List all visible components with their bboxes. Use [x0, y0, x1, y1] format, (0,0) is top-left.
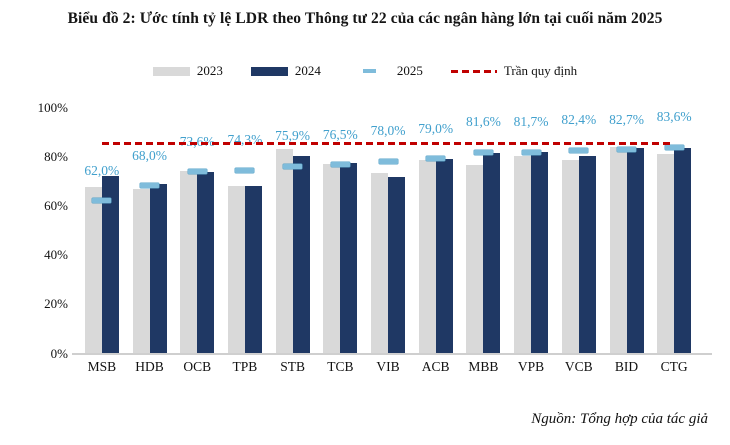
- data-label-2025-acb: 79,0%: [418, 120, 454, 136]
- bar-2023-hdb: [132, 189, 150, 353]
- bar-2024-ocb: [197, 172, 215, 353]
- bar-2024-vcb: [578, 155, 596, 353]
- chart-title: Biểu đồ 2: Ước tính tỷ lệ LDR theo Thông…: [67, 10, 663, 27]
- legend-swatch-2023: [152, 66, 190, 76]
- legend-item-ceiling: Trần quy định: [450, 63, 578, 79]
- bar-2024-mbb: [483, 152, 501, 353]
- marker-2025-vcb: [569, 147, 589, 153]
- marker-2025-stb: [283, 163, 303, 169]
- legend-swatch-2025: [362, 69, 376, 73]
- data-label-2025-vpb: 81,7%: [513, 114, 549, 129]
- bar-2023-stb: [275, 148, 293, 353]
- y-axis-tick-label: 100%: [37, 99, 68, 115]
- bar-2024-ctg: [674, 147, 692, 353]
- marker-2025-msb: [92, 198, 112, 203]
- legend-item-2025: 2025: [349, 63, 423, 79]
- x-axis-label-msb: MSB: [87, 359, 117, 374]
- ceiling-line-85pct: [101, 142, 675, 146]
- marker-2025-vpb: [521, 149, 541, 155]
- bar-2023-msb: [84, 186, 102, 353]
- data-label-2025-bid: 82,7%: [609, 111, 644, 127]
- data-label-2025-msb: 62,0%: [84, 162, 120, 178]
- marker-2025-vib: [378, 158, 398, 164]
- x-axis-label-tcb: TCB: [327, 359, 354, 374]
- bar-2023-mbb: [466, 164, 484, 353]
- bar-2023-tcb: [323, 163, 341, 353]
- x-axis-label-vcb: VCB: [564, 359, 593, 374]
- bar-2023-ctg: [657, 153, 675, 353]
- x-axis-label-acb: ACB: [421, 359, 450, 374]
- legend-label-2025: 2025: [396, 63, 423, 78]
- bar-2023-bid: [609, 147, 627, 353]
- x-axis-label-tpb: TPB: [232, 359, 258, 374]
- data-label-2025-vcb: 82,4%: [561, 112, 597, 128]
- marker-2025-hdb: [140, 183, 159, 189]
- bar-2023-acb: [418, 160, 436, 353]
- bar-2024-vib: [388, 177, 405, 353]
- ldr-bar-chart: 0% 20% 40% 60% 80% 100% 62,0% MSB 68,0% HDB 73,6% O…: [0, 95, 730, 395]
- legend-item-2023: 2023: [152, 63, 223, 79]
- legend-swatch-2024: [250, 66, 288, 76]
- y-axis-tick-label: 0%: [50, 345, 68, 361]
- bar-2024-tpb: [244, 185, 262, 353]
- y-axis-tick-label: 80%: [44, 148, 68, 164]
- bar-2023-vpb: [514, 156, 532, 353]
- x-axis-line: [72, 353, 712, 355]
- data-label-2025-hdb: 68,0%: [132, 147, 167, 163]
- x-axis-label-stb: STB: [280, 359, 306, 374]
- bar-2024-hdb: [149, 184, 167, 353]
- bar-2024-acb: [435, 159, 453, 353]
- bar-2024-stb: [292, 155, 310, 353]
- x-axis-label-bid: BID: [614, 359, 639, 374]
- y-axis-tick-label: 40%: [44, 247, 68, 263]
- marker-2025-ctg: [664, 144, 684, 150]
- bar-2023-vib: [371, 173, 388, 353]
- marker-2025-ocb: [187, 169, 207, 175]
- x-axis-label-hdb: HDB: [135, 359, 164, 374]
- data-label-2025-ctg: 83,6%: [656, 109, 692, 125]
- legend: 2023 2024 2025 Trần quy định: [0, 63, 730, 79]
- legend-swatch-ceiling-dashed-line: [450, 69, 497, 73]
- legend-item-2024: 2024: [250, 63, 321, 79]
- marker-2025-tcb: [330, 162, 350, 168]
- legend-label-2024: 2024: [294, 63, 321, 78]
- x-axis-label-vib: VIB: [376, 359, 400, 374]
- data-label-2025-mbb: 81,6%: [465, 114, 501, 130]
- bar-2023-ocb: [180, 171, 198, 353]
- source-note: Nguồn: Tổng hợp của tác giả: [531, 411, 708, 427]
- legend-label-ceiling: Trần quy định: [503, 63, 578, 78]
- bar-2023-vcb: [561, 160, 579, 353]
- bar-2024-msb: [101, 175, 119, 353]
- bar-2023-tpb: [227, 185, 245, 353]
- data-label-2025-stb: 75,9%: [275, 128, 311, 144]
- data-label-2025-vib: 78,0%: [370, 123, 406, 139]
- x-axis-label-vpb: VPB: [517, 359, 545, 374]
- y-axis-tick-label: 60%: [44, 197, 68, 213]
- y-axis-tick-label: 20%: [44, 296, 68, 312]
- x-axis-label-ctg: CTG: [660, 359, 688, 374]
- legend-label-2023: 2023: [196, 63, 223, 78]
- marker-2025-acb: [426, 156, 446, 162]
- bar-2024-tcb: [340, 162, 358, 353]
- bar-2024-bid: [626, 147, 644, 353]
- bar-2024-vpb: [531, 151, 549, 353]
- marker-2025-bid: [617, 147, 636, 153]
- x-axis-label-ocb: OCB: [183, 359, 212, 374]
- marker-2025-mbb: [473, 149, 493, 155]
- data-label-2025-tcb: 76,5%: [322, 126, 358, 142]
- marker-2025-tpb: [235, 167, 255, 173]
- x-axis-label-mbb: MBB: [468, 359, 499, 374]
